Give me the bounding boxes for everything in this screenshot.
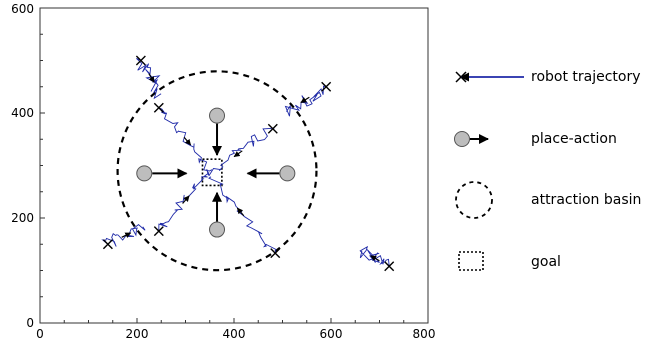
y-tick-400: 400 [11, 106, 34, 120]
y-tick-0: 0 [26, 316, 34, 330]
trajectory-start-cross [153, 102, 164, 113]
x-tick-600: 600 [320, 327, 343, 341]
trajectory-direction-arrow [300, 96, 310, 104]
legend-symbols [454, 71, 524, 271]
x-tick-800: 800 [413, 327, 436, 341]
legend: robot trajectory place-action attraction… [454, 69, 641, 271]
plot-marks [39, 7, 429, 324]
legend-goal-icon [458, 251, 484, 271]
trajectory-direction-arrow [236, 207, 245, 217]
place-action-cell [209, 221, 226, 238]
x-tick-200: 200 [126, 327, 149, 341]
legend-attraction-basin-icon [455, 181, 493, 219]
robot-trajectory-path [158, 107, 213, 172]
trajectory-direction-arrow [183, 136, 192, 146]
legend-label-robot-trajectory: robot trajectory [531, 69, 641, 85]
trajectory-direction-arrow [182, 195, 190, 204]
x-tick-400: 400 [223, 327, 246, 341]
legend-label-place-action: place-action [531, 131, 617, 147]
robot-trajectory-path [158, 172, 210, 232]
place-action-cell [136, 165, 153, 182]
y-tick-200: 200 [11, 211, 34, 225]
trajectory-start-cross [102, 239, 113, 250]
robot-trajectory-path [206, 127, 275, 177]
trajectory-direction-arrow [370, 255, 380, 262]
x-tick-0: 0 [36, 327, 44, 341]
goal-box [201, 158, 223, 187]
legend-label-attraction-basin: attraction basin [531, 192, 641, 208]
trajectory-start-cross [153, 226, 164, 237]
robot-trajectory-path [284, 85, 327, 117]
place-action-cell [279, 165, 296, 182]
legend-label-goal: goal [531, 254, 561, 270]
trajectory-direction-arrow [233, 150, 243, 158]
y-tick-600: 600 [11, 2, 34, 16]
x-tick-labels: 0 200 400 600 800 [36, 327, 435, 341]
robot-trajectory-path [359, 245, 390, 267]
y-tick-labels: 0 200 400 600 [11, 2, 34, 330]
trajectory-start-cross [135, 55, 146, 66]
place-action-cell [209, 107, 226, 124]
plot-frame [39, 7, 429, 324]
robot-trajectory-path [136, 57, 162, 100]
trajectory-start-cross [267, 123, 278, 134]
trajectory-start-cross [321, 81, 332, 92]
trajectory-start-cross [384, 261, 395, 272]
legend-place-action-circle-icon [454, 131, 470, 147]
trajectory-direction-arrow [121, 232, 132, 238]
attraction-basin-circle [116, 70, 318, 272]
trajectory-start-cross [270, 248, 281, 259]
trajectory-direction-arrow [148, 73, 155, 83]
